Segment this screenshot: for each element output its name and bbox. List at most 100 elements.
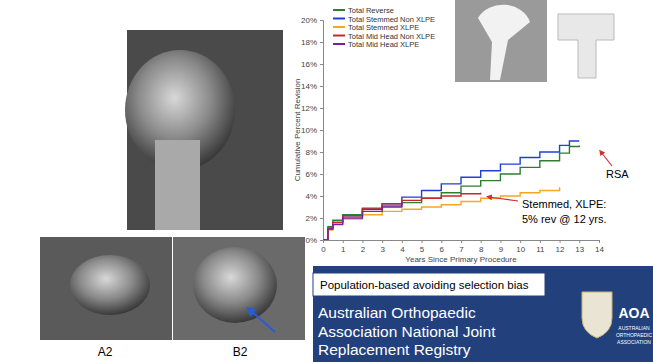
y-axis-line	[320, 21, 324, 241]
legend-swatch	[333, 18, 345, 20]
x-tick: 5	[420, 240, 425, 254]
banner-text: Australian Orthopaedic	[318, 304, 476, 321]
series-line	[323, 193, 481, 240]
x-tick: 11	[536, 240, 545, 254]
annotation: Stemmed, XLPE:	[522, 198, 606, 210]
arrow	[250, 310, 275, 332]
x-tick-mark	[520, 240, 521, 243]
legend-swatch	[333, 26, 345, 28]
legend-item: Total Mid Head XLPE	[333, 40, 419, 49]
y-tick-mark	[320, 20, 323, 21]
y-tick: 16%	[301, 60, 323, 69]
annotation: 5% rev @ 12 yrs.	[522, 213, 607, 225]
y-tick-label: 4%	[305, 192, 317, 201]
x-tick-label: 6	[440, 245, 445, 254]
x-axis: 01234567891011121314	[321, 240, 604, 254]
x-tick: 14	[595, 240, 604, 254]
legend-swatch	[333, 9, 345, 11]
x-tick-label: 8	[479, 245, 484, 254]
annotation: RSA	[606, 168, 629, 180]
y-tick: 6%	[305, 170, 323, 179]
x-tick: 3	[380, 240, 385, 254]
x-tick: 1	[341, 240, 346, 254]
x-tick: 9	[499, 240, 504, 254]
x-tick: 4	[400, 240, 405, 254]
y-tick-mark	[320, 86, 323, 87]
y-tick-label: 6%	[305, 170, 317, 179]
xray-image	[173, 237, 305, 340]
y-tick-mark	[320, 64, 323, 65]
note: Population-based avoiding selection bias	[320, 279, 529, 291]
x-axis-line	[324, 241, 600, 244]
y-tick-mark	[320, 42, 323, 43]
logo-shield	[582, 292, 612, 338]
x-tick-mark	[599, 240, 600, 243]
banner-text: Association National Joint	[318, 323, 496, 340]
image-label: A2	[98, 345, 113, 359]
component-image	[558, 14, 614, 78]
x-tick-label: 1	[341, 245, 346, 254]
xray-image	[40, 237, 172, 340]
x-tick-mark	[343, 240, 344, 243]
y-tick-mark	[320, 174, 323, 175]
x-tick-label: 12	[556, 245, 565, 254]
y-tick: 20%	[301, 16, 323, 25]
x-tick-label: 5	[420, 245, 425, 254]
x-tick: 2	[361, 240, 366, 254]
y-tick-label: 20%	[301, 16, 317, 25]
y-tick-mark	[320, 152, 323, 153]
x-tick-label: 14	[595, 245, 604, 254]
y-tick: 10%	[301, 126, 323, 135]
y-tick-mark	[320, 196, 323, 197]
banner-text: Replacement Registry	[318, 341, 471, 358]
logo-subtext: ASSOCIATION	[617, 339, 651, 345]
x-tick-mark	[441, 240, 442, 243]
y-tick: 18%	[301, 38, 323, 47]
x-tick-mark	[323, 240, 324, 243]
x-tick-mark	[461, 240, 462, 243]
y-tick-label: 10%	[301, 126, 317, 135]
y-tick: 14%	[301, 82, 323, 91]
arrow	[601, 152, 612, 166]
logo-text: AOA	[618, 305, 649, 321]
y-tick: 2%	[305, 214, 323, 223]
y-tick-label: 2%	[305, 214, 317, 223]
y-tick-label: 8%	[305, 148, 317, 157]
x-tick-mark	[540, 240, 541, 243]
x-tick-label: 10	[516, 245, 525, 254]
y-tick-label: 14%	[301, 82, 317, 91]
x-tick: 10	[516, 240, 525, 254]
logo-subtext: ORTHOPAEDIC	[616, 332, 653, 338]
x-tick-label: 3	[380, 245, 385, 254]
banner	[313, 266, 653, 362]
y-tick-mark	[320, 108, 323, 109]
y-tick: 4%	[305, 192, 323, 201]
y-tick-label: 12%	[301, 104, 317, 113]
x-tick-mark	[362, 240, 363, 243]
legend-swatch	[333, 35, 345, 37]
y-tick-label: 18%	[301, 38, 317, 47]
y-axis: 0% 2% 4% 6% 8% 10% 12% 14% 16% 18% 20%	[301, 16, 324, 245]
x-tick-label: 4	[400, 245, 405, 254]
x-tick-mark	[560, 240, 561, 243]
x-tick-label: 9	[499, 245, 504, 254]
y-tick-label: 0%	[305, 236, 317, 245]
x-tick-label: 7	[459, 245, 464, 254]
legend: Total ReverseTotal Stemmed Non XLPETotal…	[333, 6, 435, 49]
x-axis-title: Years Since Primary Procedure	[405, 255, 517, 264]
x-tick: 8	[479, 240, 484, 254]
x-tick-label: 13	[575, 245, 584, 254]
x-tick-mark	[402, 240, 403, 243]
x-tick: 0	[321, 240, 326, 254]
image-label: B2	[233, 345, 248, 359]
logo-subtext: AUSTRALIAN	[618, 325, 650, 331]
series-line	[323, 141, 579, 240]
y-tick-label: 16%	[301, 60, 317, 69]
legend-label: Total Mid Head XLPE	[348, 40, 419, 49]
x-tick-mark	[500, 240, 501, 243]
note-box	[313, 273, 545, 296]
y-tick-mark	[320, 240, 323, 241]
slide: A2B20%2%4%6%8%10%12%14%16%18%20%01234567…	[0, 0, 653, 362]
series-line	[323, 203, 402, 240]
implant-image	[455, 0, 547, 82]
